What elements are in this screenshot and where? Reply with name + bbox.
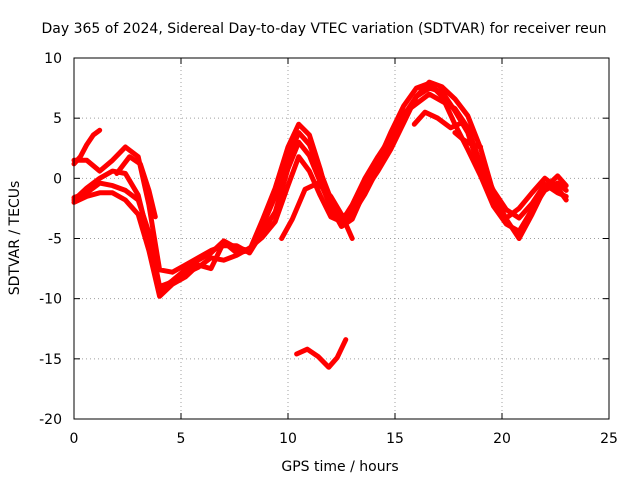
series-track-f — [114, 154, 158, 220]
y-axis-label: SDTVAR / TECUs — [7, 181, 23, 296]
series-track-e — [71, 91, 569, 290]
y-tick-label: 5 — [53, 111, 62, 127]
x-tick-label: 5 — [177, 431, 186, 447]
x-axis-label: GPS time / hours — [281, 459, 398, 475]
series-track-g — [279, 180, 355, 241]
y-tick-label: -5 — [48, 232, 62, 248]
x-tick-label: 0 — [70, 431, 79, 447]
y-tick-label: 0 — [53, 171, 62, 187]
x-tick-labels: 0 5 10 15 20 25 — [70, 431, 618, 447]
y-tick-label: -20 — [39, 412, 62, 428]
series-track-j — [452, 130, 484, 150]
y-tick-label: 10 — [44, 51, 62, 67]
tick-marks — [73, 57, 610, 420]
x-tick-label: 10 — [279, 431, 297, 447]
y-tick-label: -15 — [39, 352, 62, 368]
y-tick-labels: 10 5 0 -5 -10 -15 -20 — [39, 51, 62, 428]
y-tick-label: -10 — [39, 292, 62, 308]
series-track-h — [294, 337, 349, 370]
x-tick-label: 20 — [493, 431, 511, 447]
series-track-i — [411, 109, 464, 131]
x-tick-label: 25 — [600, 431, 618, 447]
data-series-layer — [71, 79, 569, 370]
chart-title: Day 365 of 2024, Sidereal Day-to-day VTE… — [41, 21, 606, 37]
x-tick-label: 15 — [386, 431, 404, 447]
